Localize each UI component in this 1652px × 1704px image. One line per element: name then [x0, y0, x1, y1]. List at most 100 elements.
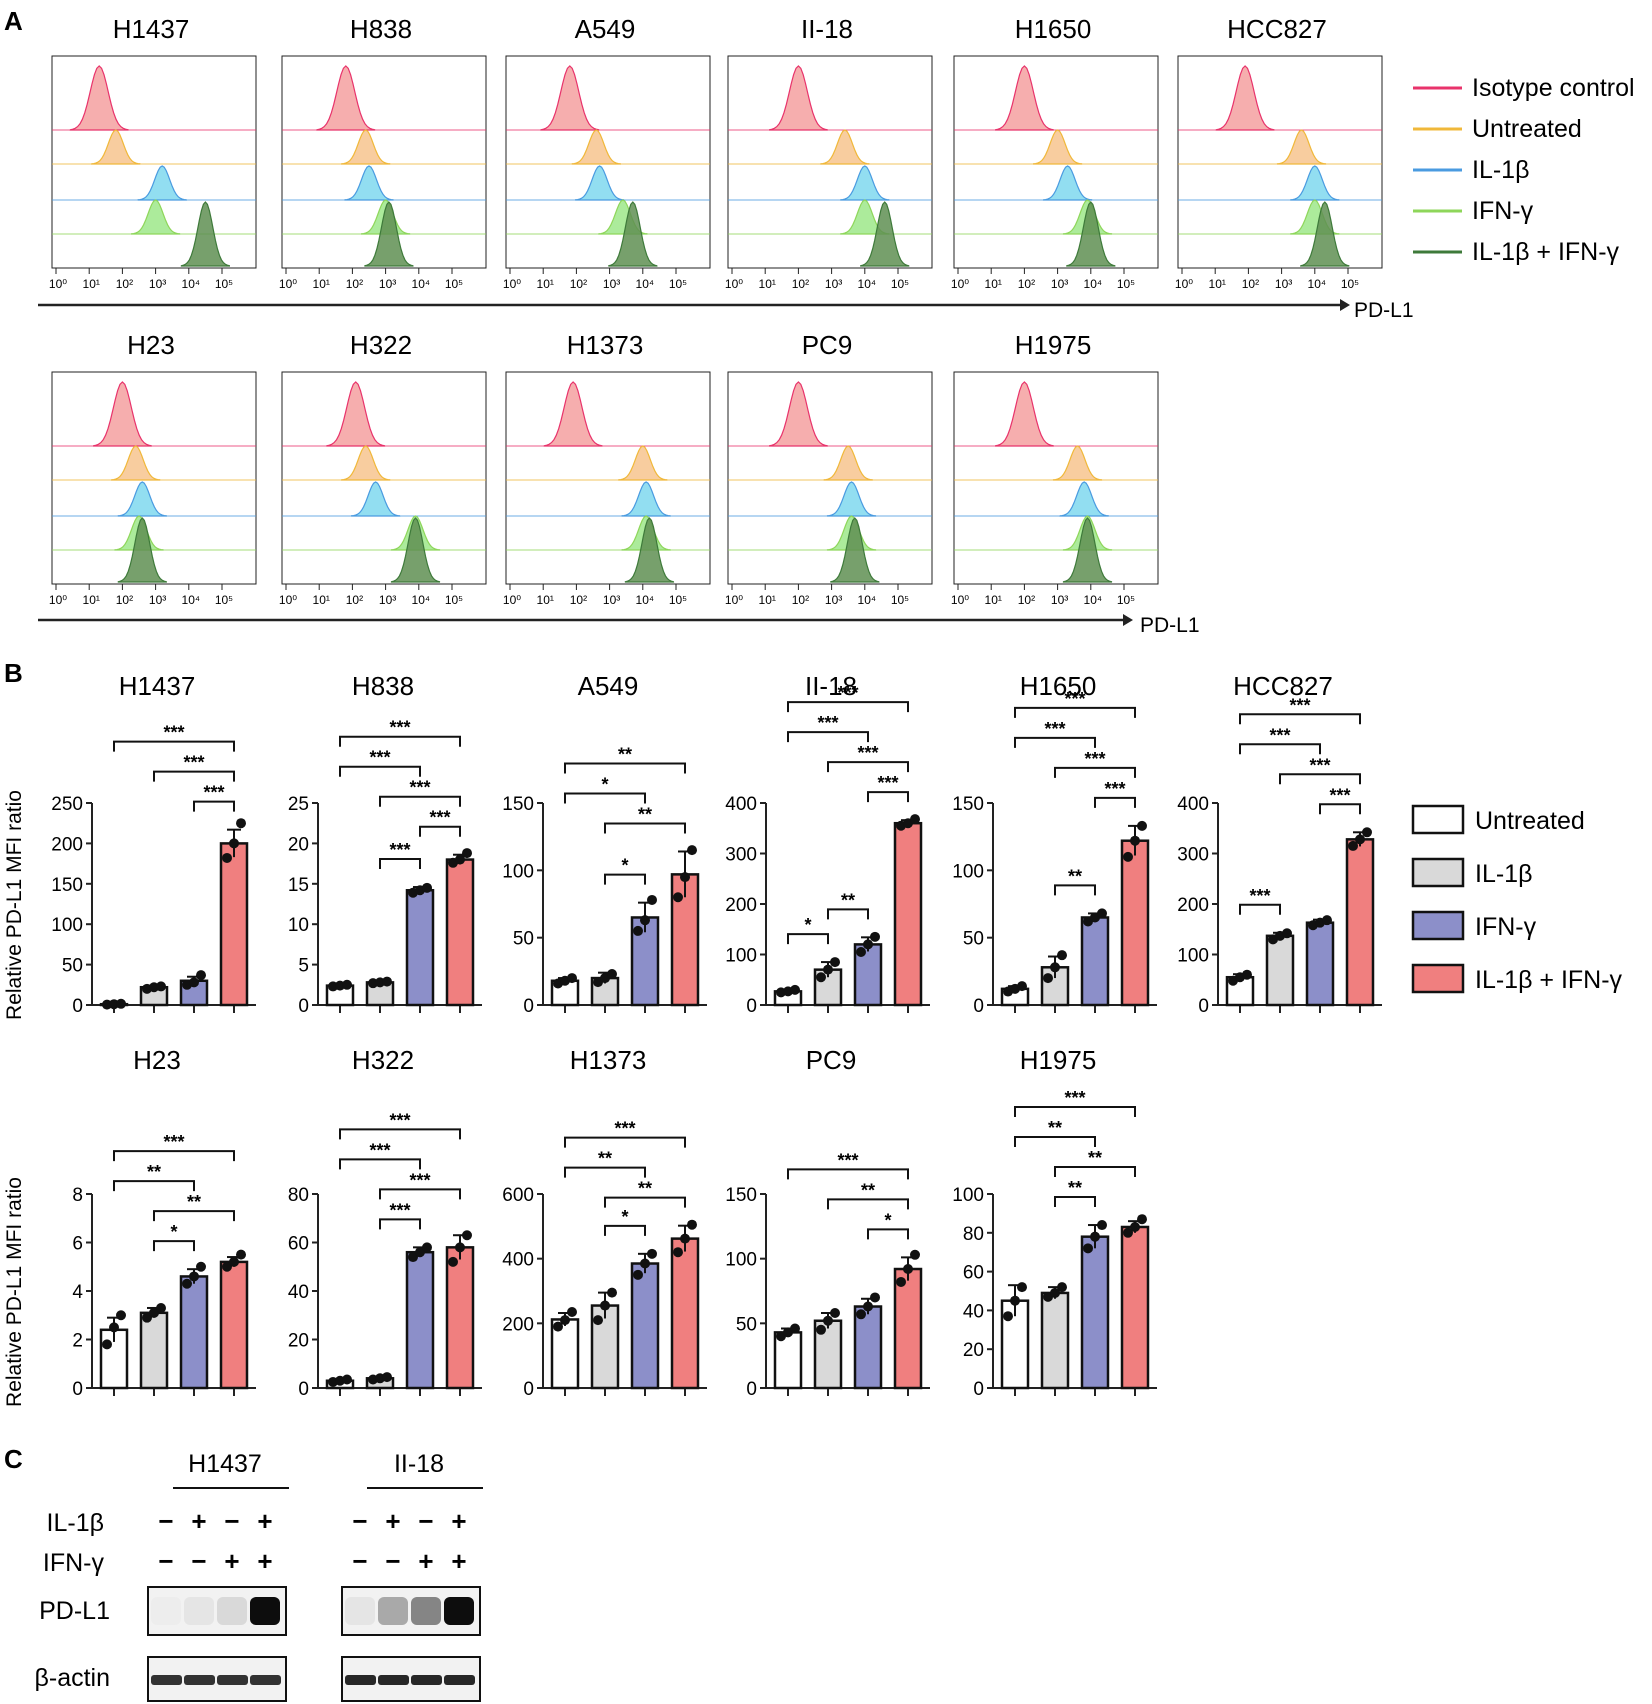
- significance-stars: *: [884, 1210, 891, 1230]
- actin-band: [345, 1675, 376, 1685]
- flow-tick-label: 10¹: [759, 277, 776, 291]
- data-point: [222, 1261, 232, 1272]
- flow-tick-label: 10²: [792, 593, 809, 607]
- significance-stars: **: [1068, 1178, 1082, 1198]
- blot-cell-line-label: H1437: [188, 1450, 262, 1478]
- flow-histogram-curve: [618, 445, 668, 481]
- data-point: [680, 1233, 690, 1244]
- flow-title: H322: [350, 330, 412, 360]
- data-point: [408, 1252, 418, 1263]
- significance-stars: ***: [1064, 689, 1085, 709]
- flow-tick-label: 10⁵: [669, 593, 687, 607]
- significance-bracket: [1054, 766, 1136, 778]
- flow-plot-frame: [1177, 55, 1383, 269]
- flow-tick-label: 10³: [603, 593, 620, 607]
- flow-histogram-curve: [344, 165, 394, 201]
- flow-plot-frame: [505, 55, 711, 269]
- significance-stars: ***: [389, 718, 410, 738]
- actin-band: [378, 1675, 409, 1685]
- significance-stars: ***: [389, 840, 410, 860]
- data-point: [790, 984, 800, 995]
- y-tick-label: 0: [72, 996, 83, 1017]
- y-tick-label: 20: [963, 1340, 984, 1361]
- significance-bracket: [113, 740, 235, 752]
- significance-stars: **: [861, 1180, 875, 1200]
- flow-tick-label: 10¹: [83, 277, 100, 291]
- y-axis-title: Relative PD-L1 MFI ratio: [3, 790, 26, 1020]
- y-tick-label: 8: [72, 1185, 83, 1206]
- significance-stars: ***: [203, 783, 224, 803]
- flow-tick-label: 10⁰: [951, 593, 969, 607]
- flow-plot-frame: [51, 371, 257, 585]
- significance-bracket: [379, 858, 421, 870]
- significance-stars: *: [170, 1222, 177, 1242]
- significance-bracket: [153, 1240, 195, 1252]
- data-point: [142, 1312, 152, 1323]
- flow-title: H1437: [113, 14, 190, 44]
- flow-histogram-curve: [69, 65, 129, 131]
- y-tick-label: 300: [1177, 845, 1209, 866]
- bar-chart-title: HCC827: [1233, 671, 1333, 701]
- flow-tick-label: 10⁰: [725, 277, 743, 291]
- significance-stars: **: [1048, 1118, 1062, 1138]
- flow-tick-label: 10⁵: [669, 277, 687, 291]
- data-point: [1083, 1243, 1093, 1254]
- significance-stars: *: [621, 856, 628, 876]
- flow-tick-label: 10²: [570, 277, 587, 291]
- data-point: [1050, 962, 1060, 973]
- flow-histogram-curve: [1052, 445, 1103, 481]
- pdl1-band: [411, 1597, 441, 1625]
- flow-tick-label: 10⁵: [891, 593, 909, 607]
- data-point: [1123, 851, 1133, 862]
- pdl1-band: [151, 1597, 181, 1625]
- flow-tick-label: 10⁴: [1084, 593, 1103, 607]
- y-tick-label: 100: [952, 861, 984, 882]
- flow-title: PC9: [802, 330, 853, 360]
- y-tick-label: 5: [298, 956, 309, 977]
- y-tick-label: 20: [288, 834, 309, 855]
- significance-stars: ***: [183, 753, 204, 773]
- data-point: [816, 1324, 826, 1335]
- y-tick-label: 50: [513, 929, 534, 950]
- flow-tick-label: 10¹: [313, 277, 330, 291]
- data-point: [607, 969, 617, 980]
- actin-band: [250, 1675, 281, 1685]
- significance-bracket: [604, 1224, 646, 1236]
- significance-stars: **: [1088, 1148, 1102, 1168]
- data-point: [422, 882, 432, 893]
- flow-histogram-curve: [608, 201, 658, 267]
- il1b-sign: −: [352, 1506, 367, 1536]
- significance-bracket: [339, 1128, 461, 1140]
- flow-histogram-curve: [316, 65, 376, 131]
- significance-stars: ***: [1044, 719, 1065, 739]
- flow-tick-label: 10⁰: [503, 277, 521, 291]
- significance-bracket: [604, 1196, 686, 1208]
- y-tick-label: 400: [502, 1250, 534, 1271]
- y-tick-label: 2: [72, 1331, 83, 1352]
- significance-bracket: [1054, 1196, 1096, 1208]
- significance-stars: **: [841, 890, 855, 910]
- bar-legend-swatch: [1411, 910, 1465, 941]
- il1b-sign: +: [257, 1506, 272, 1536]
- flow-tick-label: 10⁰: [503, 593, 521, 607]
- significance-bracket: [379, 1188, 461, 1200]
- flow-tick-label: 10⁵: [215, 593, 233, 607]
- bar-chart-title: H1373: [570, 1045, 647, 1075]
- flow-tick-label: 10⁴: [412, 277, 431, 291]
- flow-tick-label: 10¹: [537, 277, 554, 291]
- significance-bracket: [379, 795, 461, 807]
- flow-histogram-curve: [350, 481, 401, 517]
- data-point: [189, 1271, 199, 1282]
- flow-tick-label: 10²: [570, 593, 587, 607]
- data-point: [647, 894, 657, 905]
- data-point: [462, 1230, 472, 1241]
- flow-histogram-curve: [1066, 201, 1116, 267]
- data-point: [422, 1242, 432, 1253]
- y-tick-label: 15: [288, 875, 309, 896]
- flow-tick-label: 10⁵: [215, 277, 233, 291]
- flow-histogram-curve: [1300, 201, 1350, 267]
- significance-stars: ***: [1309, 755, 1330, 775]
- data-point: [236, 1249, 246, 1260]
- significance-bracket: [419, 825, 461, 837]
- flow-histogram-curve: [137, 165, 187, 201]
